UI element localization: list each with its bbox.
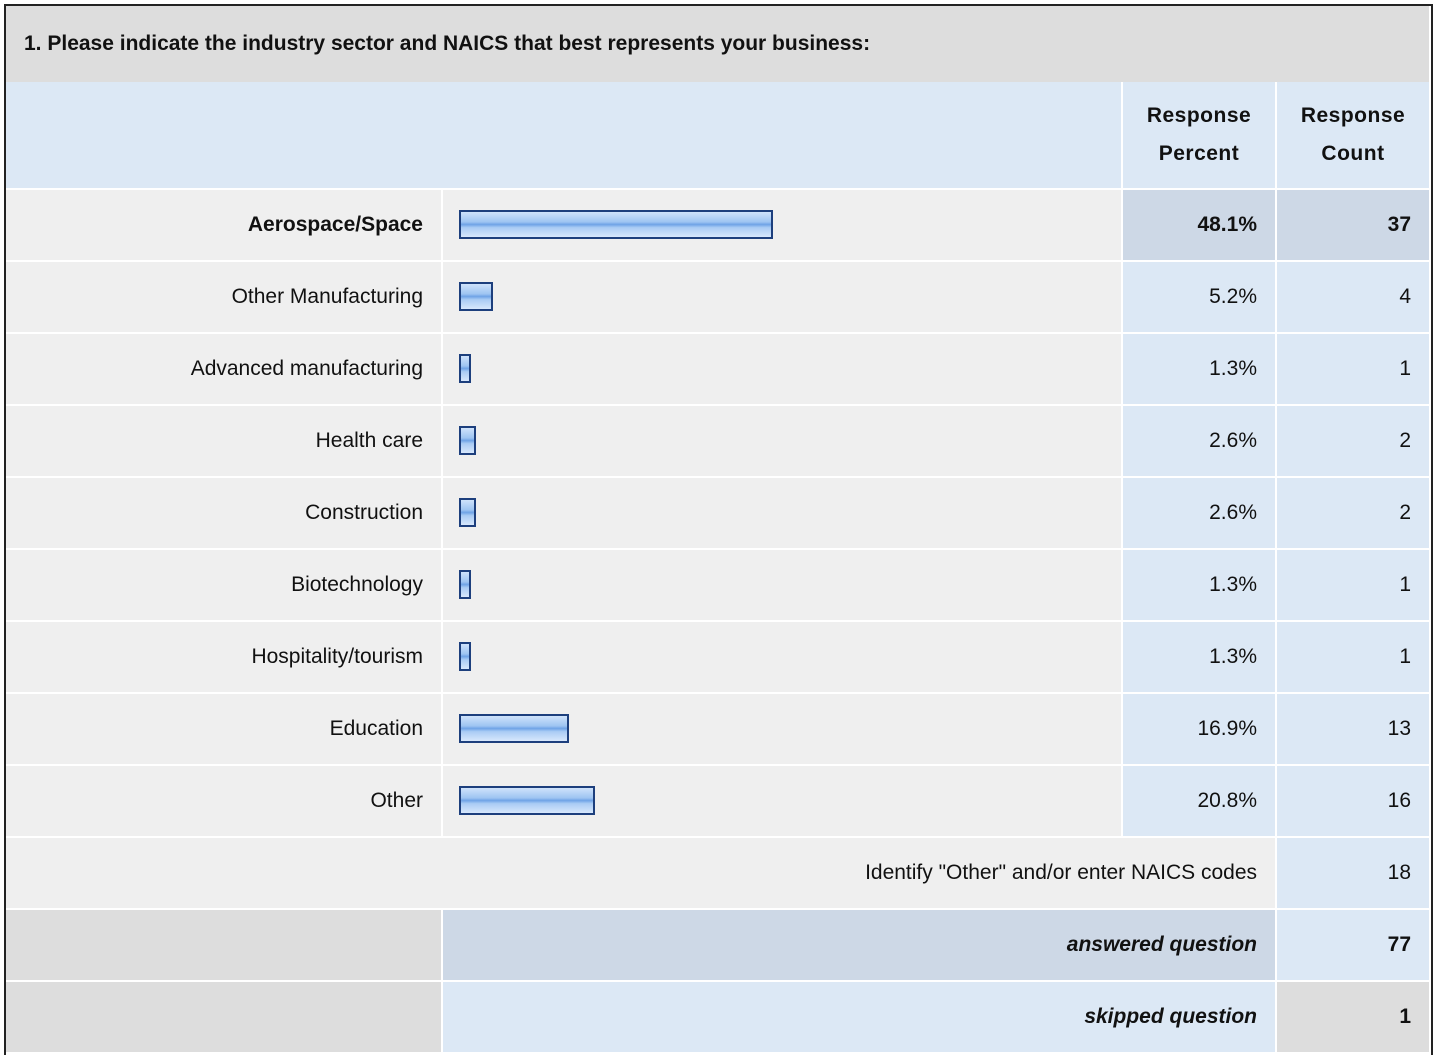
bar bbox=[459, 210, 774, 239]
bar bbox=[459, 642, 471, 671]
bar-cell bbox=[443, 478, 1123, 550]
response-percent: 1.3% bbox=[1123, 334, 1277, 406]
response-percent: 2.6% bbox=[1123, 406, 1277, 478]
response-percent: 2.6% bbox=[1123, 478, 1277, 550]
response-percent: 20.8% bbox=[1123, 766, 1277, 838]
response-count: 2 bbox=[1277, 406, 1431, 478]
col-header: Response Percent bbox=[1123, 82, 1277, 190]
row-label: Hospitality/tourism bbox=[6, 622, 443, 694]
bar bbox=[459, 570, 471, 599]
bar-cell bbox=[443, 694, 1123, 766]
bar-cell bbox=[443, 622, 1123, 694]
bar bbox=[459, 498, 476, 527]
row-label: Other Manufacturing bbox=[6, 262, 443, 334]
response-percent: 16.9% bbox=[1123, 694, 1277, 766]
question-title: 1. Please indicate the industry sector a… bbox=[6, 6, 1431, 82]
skipped-label: skipped question bbox=[443, 982, 1277, 1054]
bar bbox=[459, 426, 476, 455]
col-header: Response Count bbox=[1277, 82, 1431, 190]
answered-label: answered question bbox=[443, 910, 1277, 982]
bar-cell bbox=[443, 190, 1123, 262]
row-label: Biotechnology bbox=[6, 550, 443, 622]
bar-cell bbox=[443, 550, 1123, 622]
response-count: 1 bbox=[1277, 622, 1431, 694]
summary-blank bbox=[6, 982, 443, 1054]
response-percent: 5.2% bbox=[1123, 262, 1277, 334]
skipped-count: 1 bbox=[1277, 982, 1431, 1054]
row-label: Health care bbox=[6, 406, 443, 478]
bar-cell bbox=[443, 766, 1123, 838]
other-label: Identify "Other" and/or enter NAICS code… bbox=[6, 838, 1277, 910]
row-label: Construction bbox=[6, 478, 443, 550]
row-label: Other bbox=[6, 766, 443, 838]
response-percent: 1.3% bbox=[1123, 622, 1277, 694]
bar bbox=[459, 714, 570, 743]
bar bbox=[459, 282, 493, 311]
response-count: 2 bbox=[1277, 478, 1431, 550]
row-label: Education bbox=[6, 694, 443, 766]
response-percent: 1.3% bbox=[1123, 550, 1277, 622]
bar-cell bbox=[443, 334, 1123, 406]
other-count: 18 bbox=[1277, 838, 1431, 910]
response-count: 1 bbox=[1277, 334, 1431, 406]
bar-cell bbox=[443, 406, 1123, 478]
response-count: 16 bbox=[1277, 766, 1431, 838]
bar bbox=[459, 786, 595, 815]
row-label: Aerospace/Space bbox=[6, 190, 443, 262]
response-percent: 48.1% bbox=[1123, 190, 1277, 262]
bar-cell bbox=[443, 262, 1123, 334]
response-count: 1 bbox=[1277, 550, 1431, 622]
answered-count: 77 bbox=[1277, 910, 1431, 982]
response-count: 37 bbox=[1277, 190, 1431, 262]
response-count: 4 bbox=[1277, 262, 1431, 334]
header-blank bbox=[6, 82, 1123, 190]
row-label: Advanced manufacturing bbox=[6, 334, 443, 406]
response-count: 13 bbox=[1277, 694, 1431, 766]
summary-blank bbox=[6, 910, 443, 982]
survey-table: 1. Please indicate the industry sector a… bbox=[4, 4, 1433, 1055]
bar bbox=[459, 354, 471, 383]
